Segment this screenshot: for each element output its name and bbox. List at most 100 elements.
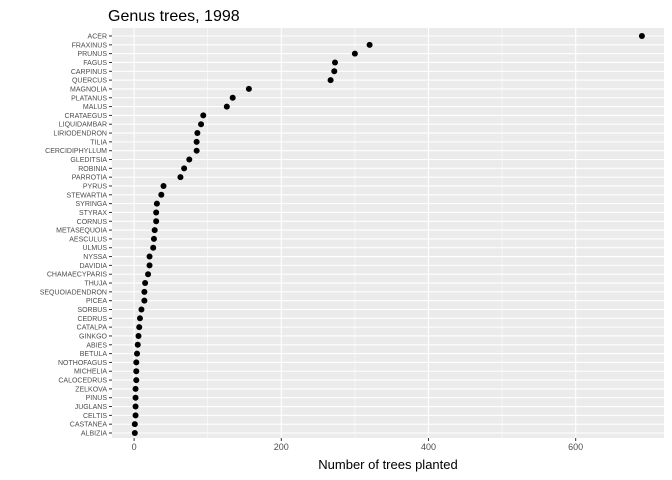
- data-point: [229, 94, 236, 101]
- y-tick-label: ZELKOVA: [75, 386, 107, 393]
- y-tick-label: TILIA: [90, 139, 107, 146]
- plot-panel: [112, 28, 664, 438]
- y-tick-label: LIRIODENDRON: [53, 131, 107, 138]
- y-tick-label: PARROTIA: [72, 175, 108, 182]
- x-tick-label: 400: [421, 442, 436, 452]
- y-tick-label: QUERCUS: [72, 78, 107, 85]
- y-tick-label: PINUS: [86, 395, 108, 402]
- y-tick-label: THUJA: [84, 281, 107, 288]
- y-tick-label: CALOCEDRUS: [58, 378, 107, 385]
- y-tick-label: ULMUS: [82, 245, 107, 252]
- data-point: [158, 191, 165, 198]
- data-point: [153, 218, 160, 225]
- y-tick-label: STYRAX: [79, 210, 107, 217]
- data-point: [136, 315, 143, 322]
- y-tick-label: MICHELIA: [74, 369, 107, 376]
- data-point: [638, 33, 645, 39]
- data-point: [351, 50, 358, 57]
- data-point: [146, 253, 153, 260]
- data-point: [327, 77, 334, 84]
- y-tick-label: LIQUIDAMBAR: [59, 122, 107, 129]
- data-point: [198, 121, 205, 128]
- data-point: [151, 227, 158, 234]
- data-point: [331, 68, 338, 75]
- y-tick-label: CARPINUS: [71, 69, 108, 76]
- y-tick-label: PLATANUS: [71, 95, 107, 102]
- data-point: [193, 138, 200, 145]
- y-tick-label: NYSSA: [83, 254, 107, 261]
- y-tick-label: STEWARTIA: [67, 192, 108, 199]
- y-tick-label: PICEA: [86, 298, 107, 305]
- data-point: [366, 41, 373, 48]
- data-point: [141, 288, 148, 295]
- x-tick-label: 600: [568, 442, 583, 452]
- y-tick-label: CASTANEA: [70, 422, 108, 429]
- y-tick-label: MAGNOLIA: [70, 86, 107, 93]
- data-point: [145, 271, 152, 278]
- data-point: [133, 377, 140, 384]
- x-axis-label: Number of trees planted: [318, 457, 457, 472]
- data-point: [160, 182, 167, 189]
- data-point: [141, 297, 148, 304]
- data-point: [136, 324, 143, 331]
- chart-title: Genus trees, 1998: [108, 8, 240, 25]
- y-tick-label: FAGUS: [83, 60, 107, 67]
- y-tick-label: JUGLANS: [75, 404, 108, 411]
- data-point: [133, 368, 140, 375]
- data-points: [131, 33, 645, 436]
- y-tick-label: GLEDITSIA: [70, 157, 107, 164]
- data-point: [153, 209, 160, 216]
- data-point: [135, 332, 142, 339]
- data-point: [223, 103, 230, 110]
- x-axis: 0 200 400 600: [132, 438, 583, 452]
- data-point: [150, 244, 157, 251]
- y-tick-label: SYRINGA: [75, 201, 107, 208]
- y-tick-label: DAVIDIA: [80, 263, 108, 270]
- data-point: [132, 403, 139, 410]
- grid-lines: [112, 28, 664, 438]
- y-tick-label: CHAMAECYPARIS: [47, 272, 107, 279]
- y-tick-label: CATALPA: [77, 325, 108, 332]
- y-tick-label: METASEQUOIA: [56, 228, 107, 235]
- data-point: [186, 156, 193, 163]
- y-tick-label: ROBINIA: [78, 166, 107, 173]
- y-axis: ACERFRAXINUSPRUNUSFAGUSCARPINUSQUERCUSMA…: [40, 34, 112, 438]
- data-point: [134, 341, 141, 348]
- data-point: [153, 200, 160, 207]
- x-tick-label: 200: [274, 442, 289, 452]
- y-tick-label: CORNUS: [77, 219, 108, 226]
- data-point: [131, 430, 138, 436]
- data-point: [132, 394, 139, 401]
- data-point: [181, 165, 188, 172]
- y-tick-label: CERCIDIPHYLLUM: [45, 148, 107, 155]
- data-point: [332, 59, 339, 66]
- y-tick-label: MALUS: [83, 104, 107, 111]
- data-point: [194, 130, 201, 137]
- y-tick-label: BETULA: [80, 351, 108, 358]
- y-tick-label: SEQUOIADENDRON: [40, 289, 107, 296]
- y-tick-label: ABIES: [86, 342, 107, 349]
- data-point: [150, 235, 157, 242]
- data-point: [200, 112, 207, 119]
- y-tick-label: NOTHOFAGUS: [58, 360, 107, 367]
- y-tick-label: CRATAEGUS: [64, 113, 107, 120]
- data-point: [245, 85, 252, 92]
- data-point: [132, 385, 139, 392]
- y-tick-label: PYRUS: [83, 183, 107, 190]
- y-tick-label: CELTIS: [83, 413, 107, 420]
- data-point: [133, 359, 140, 366]
- y-tick-label: PRUNUS: [77, 51, 107, 58]
- data-point: [131, 421, 138, 428]
- y-tick-label: AESCULUS: [69, 236, 107, 243]
- data-point: [142, 280, 149, 287]
- y-tick-label: SORBUS: [77, 307, 107, 314]
- data-point: [132, 412, 139, 419]
- data-point: [138, 306, 145, 313]
- data-point: [134, 350, 141, 357]
- data-point: [146, 262, 153, 269]
- y-tick-label: ALBIZIA: [81, 431, 107, 438]
- data-point: [177, 174, 184, 181]
- x-tick-label: 0: [132, 442, 137, 452]
- y-tick-label: CEDRUS: [77, 316, 107, 323]
